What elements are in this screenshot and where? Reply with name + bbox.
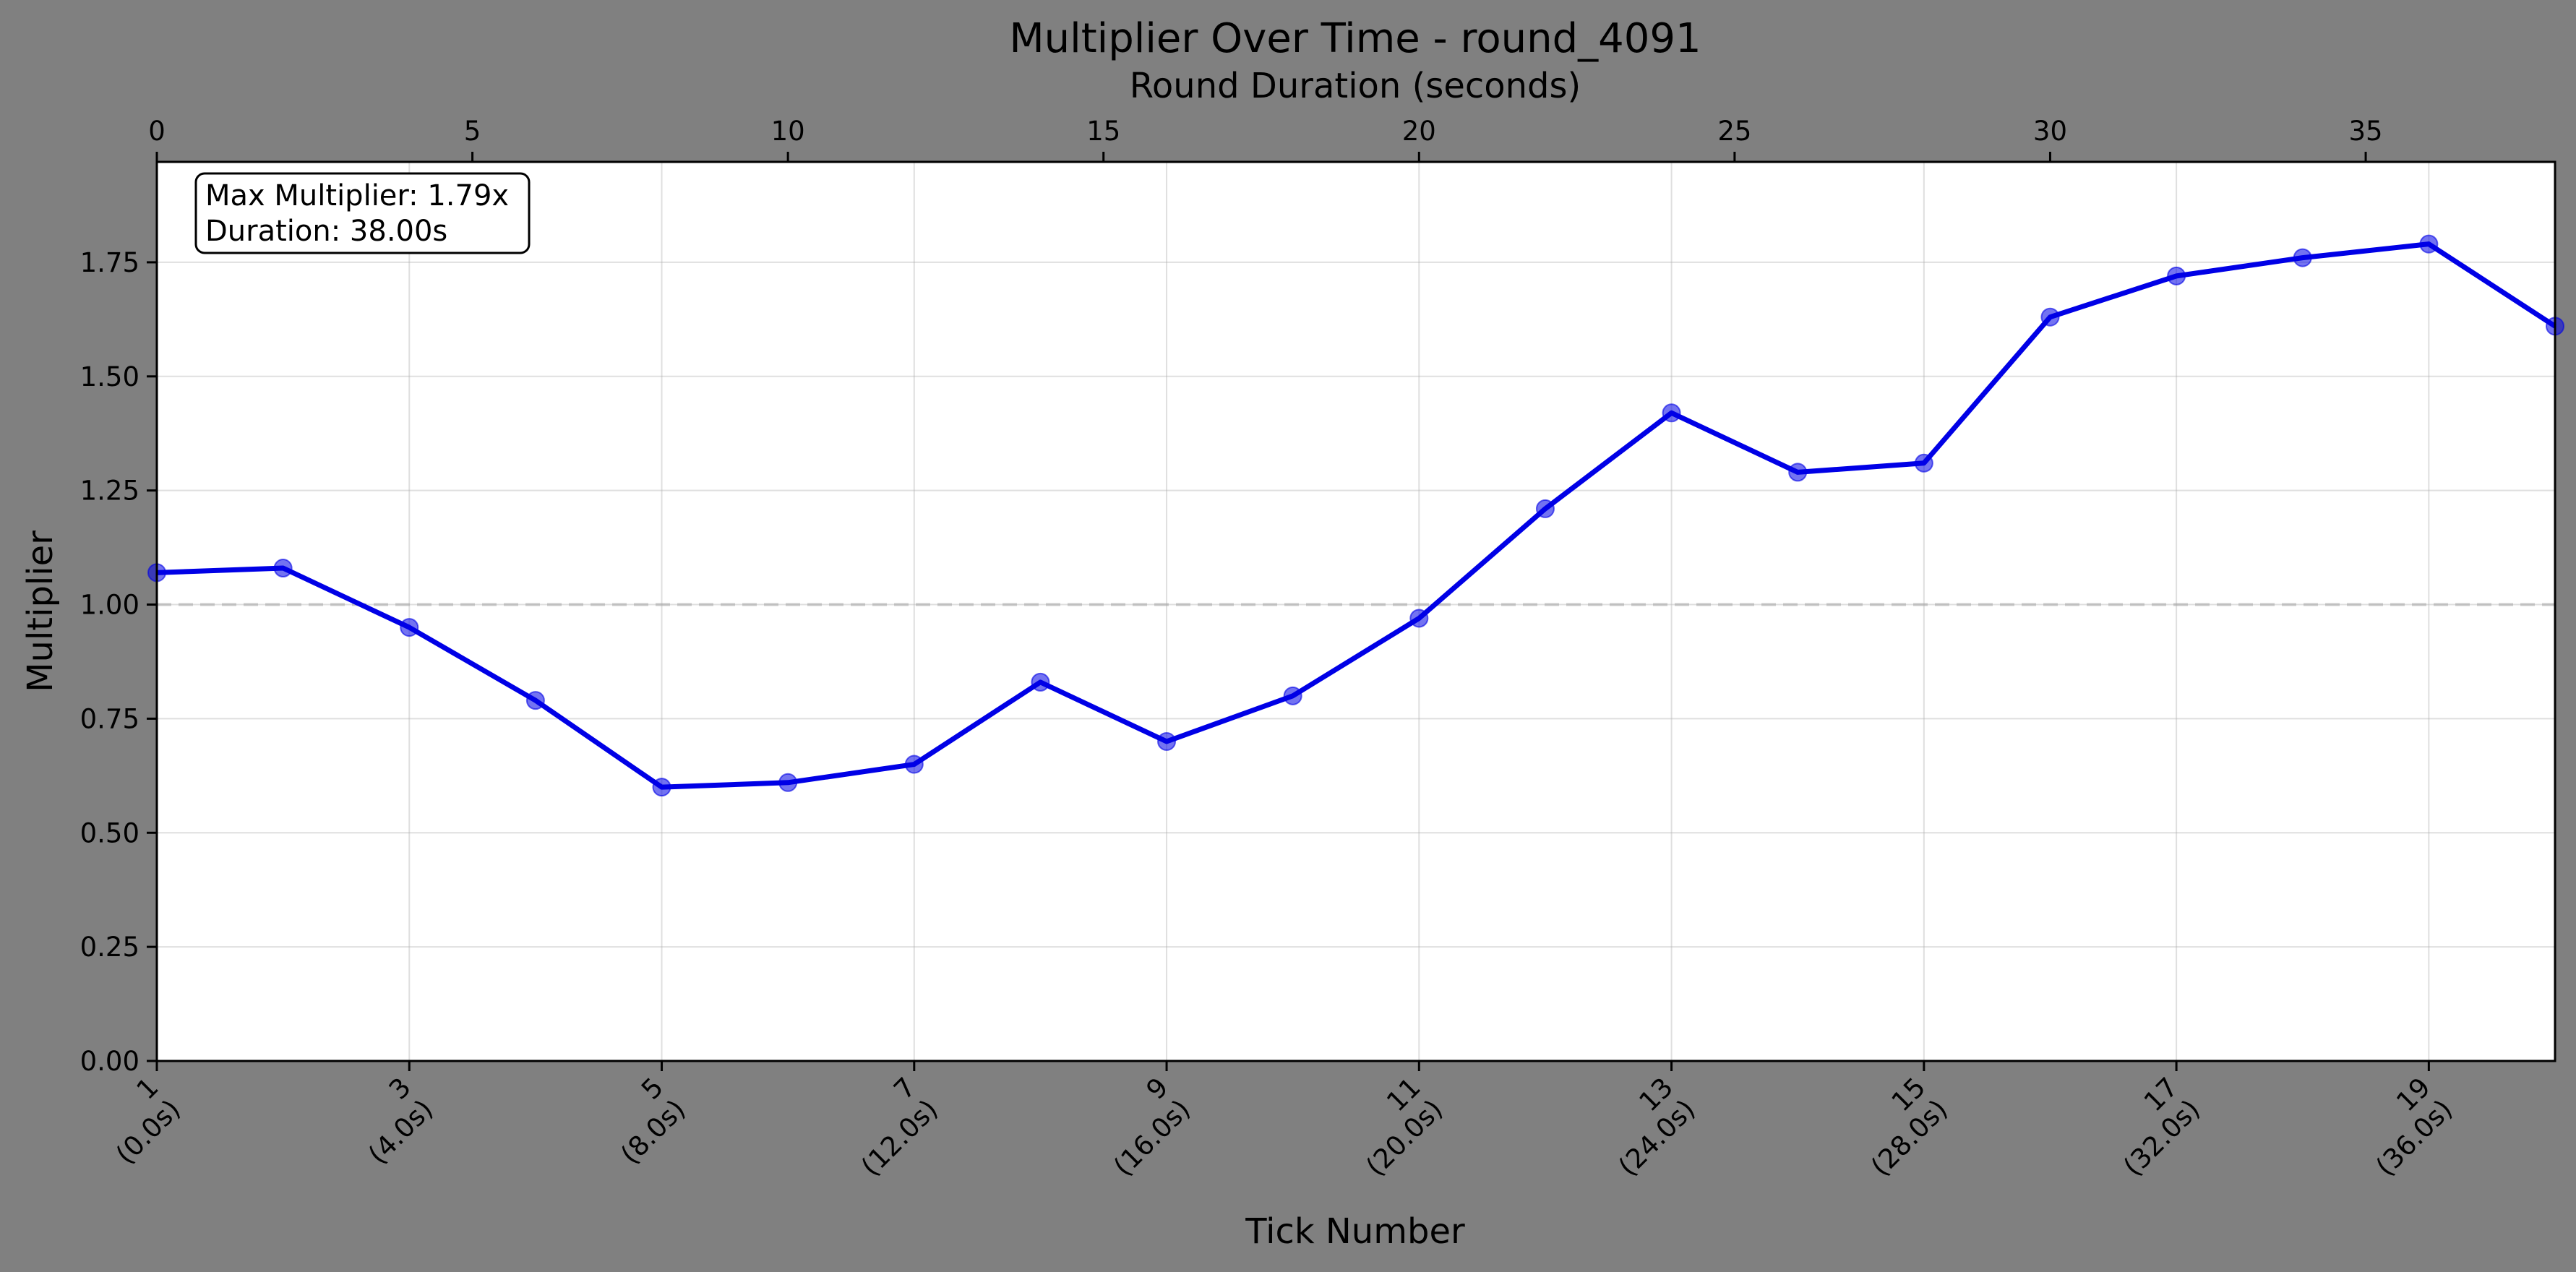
y-tick-label: 1.25 bbox=[80, 476, 139, 507]
x-tick-seconds: (16.0s) bbox=[1107, 1093, 1196, 1182]
plot-area bbox=[157, 162, 2555, 1061]
top-tick-label: 5 bbox=[464, 116, 481, 147]
x-tick-label: 1(0.0s) bbox=[110, 1072, 186, 1170]
x-tick-label: 5(8.0s) bbox=[614, 1072, 691, 1170]
y-tick-label: 1.75 bbox=[80, 247, 139, 278]
y-tick-label: 0.75 bbox=[80, 703, 139, 734]
data-point bbox=[652, 778, 671, 797]
annotation-box bbox=[194, 172, 531, 254]
x-tick-label: 7(12.0s) bbox=[855, 1072, 944, 1182]
plot-frame bbox=[155, 160, 2556, 1062]
top-axis-label: Round Duration (seconds) bbox=[1130, 66, 1581, 106]
annotation-max-multiplier: Max Multiplier: 1.79x bbox=[205, 179, 509, 212]
series-line bbox=[156, 241, 2556, 790]
data-point bbox=[1031, 672, 1050, 692]
data-point bbox=[1157, 731, 1177, 751]
top-tick-label: 0 bbox=[148, 116, 166, 147]
top-tick-label: 30 bbox=[2033, 116, 2067, 147]
chart-title: Multiplier Over Time - round_4091 bbox=[1009, 15, 1701, 62]
y-tick-label: 0.25 bbox=[80, 932, 139, 963]
y-tick-label: 1.00 bbox=[80, 590, 139, 621]
data-point bbox=[400, 618, 419, 637]
data-point bbox=[2167, 266, 2186, 285]
top-tick-label: 20 bbox=[1402, 116, 1436, 147]
data-point bbox=[1788, 463, 1808, 482]
stats-annotation: Max Multiplier: 1.79x Duration: 38.00s bbox=[194, 172, 531, 254]
data-point bbox=[2419, 234, 2439, 254]
y-tick-label: 1.50 bbox=[80, 361, 139, 392]
top-tick-label: 15 bbox=[1086, 116, 1120, 147]
data-point bbox=[778, 773, 798, 792]
data-point bbox=[2293, 248, 2312, 267]
x-tick-label: 9(16.0s) bbox=[1107, 1072, 1196, 1182]
data-point bbox=[1409, 609, 1429, 628]
x-tick-label: 19(36.0s) bbox=[2370, 1072, 2459, 1182]
x-tick-seconds: (0.0s) bbox=[110, 1093, 186, 1170]
data-point bbox=[525, 691, 545, 710]
data-point bbox=[1283, 686, 1302, 705]
data-point bbox=[1914, 453, 1933, 473]
x-tick-seconds: (4.0s) bbox=[362, 1093, 439, 1170]
x-axis-label: Tick Number bbox=[1245, 1211, 1465, 1252]
top-tick-label: 10 bbox=[771, 116, 805, 147]
y-axis-ticks: 0.00 0.25 0.50 0.75 1.00 1.25 1.50 1.75 bbox=[80, 247, 157, 1077]
x-tick-seconds: (12.0s) bbox=[855, 1093, 944, 1182]
top-tick-label: 35 bbox=[2349, 116, 2383, 147]
y-axis-label: Multiplier bbox=[20, 530, 61, 692]
top-tick-label: 25 bbox=[1717, 116, 1751, 147]
x-axis-ticks: 1(0.0s) 3(4.0s) 5(8.0s) 7(12.0s) 9(16.0s) 11(… bbox=[110, 1061, 2459, 1182]
x-tick-label: 17(32.0s) bbox=[2117, 1072, 2206, 1182]
data-point bbox=[2040, 307, 2060, 327]
x-tick-label: 3(4.0s) bbox=[362, 1072, 439, 1170]
data-point bbox=[1662, 403, 1681, 423]
x-tick-label: 13(24.0s) bbox=[1613, 1072, 1701, 1182]
x-tick-label: 15(28.0s) bbox=[1865, 1072, 1954, 1182]
data-point bbox=[1535, 499, 1555, 518]
annotation-duration: Duration: 38.00s bbox=[205, 215, 447, 248]
x-tick-seconds: (8.0s) bbox=[614, 1093, 691, 1170]
y-tick-label: 0.00 bbox=[80, 1046, 139, 1077]
y-tick-label: 0.50 bbox=[80, 817, 139, 848]
top-axis-ticks: 0 5 10 15 20 25 30 35 bbox=[148, 116, 2383, 162]
x-tick-label: 11(20.0s) bbox=[1360, 1072, 1449, 1182]
data-point bbox=[273, 559, 293, 578]
data-point bbox=[904, 755, 924, 774]
